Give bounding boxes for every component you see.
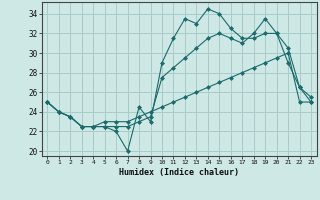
X-axis label: Humidex (Indice chaleur): Humidex (Indice chaleur) (119, 168, 239, 177)
